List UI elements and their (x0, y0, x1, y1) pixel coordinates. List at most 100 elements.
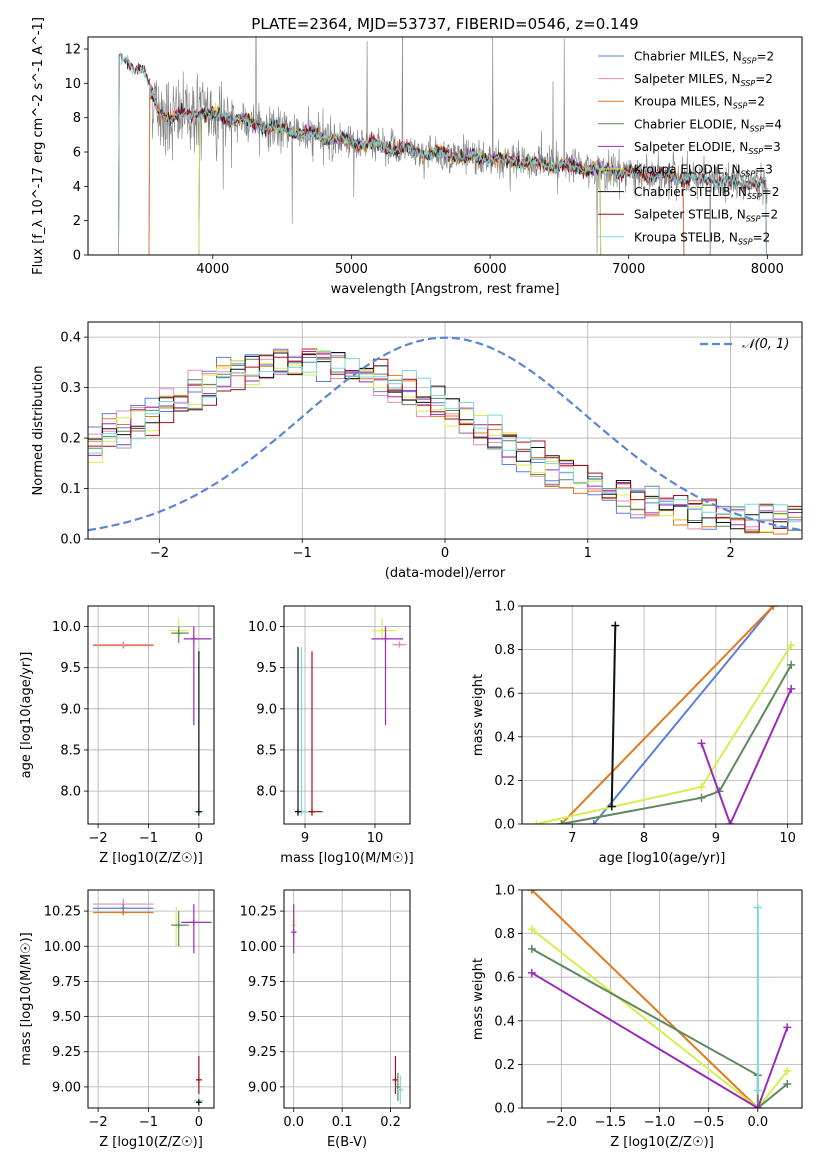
axes-frame (87, 321, 803, 540)
legend-label-value: =4 (764, 117, 782, 131)
x-tick-label: −1.0 (644, 1115, 676, 1130)
series-point-marker (527, 890, 536, 894)
series-line (561, 664, 793, 824)
x-tick-label: 9 (301, 831, 309, 846)
y-tick-label: 10.25 (240, 905, 277, 920)
x-tick-label: 0 (195, 1115, 203, 1130)
x-tick-label: −2 (150, 546, 169, 561)
series-point-marker (787, 641, 796, 650)
series-point-marker (753, 1086, 762, 1095)
y-tick-label: 9.75 (52, 975, 81, 990)
legend-label-value: =2 (756, 50, 774, 64)
y-tick-label: 0.2 (60, 432, 81, 447)
panel-2: −2 −1 0 1 2 0.0 0.1 0.2 0.3 0.4 (data-model)/error… (31, 321, 803, 581)
axes-frame (87, 36, 803, 256)
legend-label-value: =2 (760, 208, 778, 222)
y-tick-label: 9.50 (52, 1010, 81, 1025)
x-tick-label: 1 (584, 546, 592, 561)
series-point-marker (783, 1066, 792, 1075)
y-tick-label: 1.0 (494, 884, 515, 899)
axes-frame (283, 889, 411, 1109)
plot-area (88, 336, 802, 535)
series-point-marker (787, 684, 796, 693)
panel-8: −2.0 −1.5 −1.0 −0.5 0.0 0.0 0.2 0.4 0.6 0.8 1.0 Z [… (471, 884, 803, 1150)
legend-label-name: Salpeter STELIB, N (634, 208, 746, 222)
legend-label-name: Salpeter MILES, N (634, 72, 741, 86)
y-tick-label: 0.0 (60, 533, 81, 548)
y-tick-label: 10.0 (248, 620, 277, 635)
y-tick-label: 0.8 (494, 643, 515, 658)
y-tick-label: 9.0 (60, 702, 81, 717)
panel-7: 0.0 0.1 0.2 9.00 9.25 9.50 9.75 10.00 10.25 E(B-V… (240, 889, 411, 1150)
legend-label-value: =2 (753, 230, 771, 244)
y-tick-label: 8.0 (256, 785, 277, 800)
legend-label: Chabrier STELIB, NSSP=2 (634, 185, 779, 201)
y-tick-label: 8.5 (60, 743, 81, 758)
y-tick-label: 0.1 (60, 482, 81, 497)
legend-label-value: =3 (755, 163, 773, 177)
series-line (593, 606, 775, 824)
panel-4: 9 10 8.0 8.5 9.0 9.5 10.0 mass [log10(M/M☉)] (248, 605, 414, 866)
legend-subscript: SSP (741, 79, 756, 88)
x-axis-label: Z [log10(Z/Z☉)] (610, 1135, 714, 1150)
y-tick-label: 0.6 (494, 687, 515, 702)
y-tick-label: 0.2 (494, 1058, 515, 1073)
series-line (536, 644, 793, 824)
axes-frame (283, 605, 411, 825)
series-line (610, 625, 617, 807)
series-point-marker (783, 1080, 792, 1089)
y-tick-label: 0.4 (494, 1014, 515, 1029)
x-tick-label: 0 (195, 831, 203, 846)
y-tick-label: 12 (64, 43, 81, 58)
y-tick-label: 6 (73, 146, 81, 161)
x-tick-label: 6000 (474, 262, 507, 277)
series-point-marker (697, 793, 706, 802)
y-tick-label: 0.2 (494, 774, 515, 789)
legend-label: Kroupa STELIB, NSSP=2 (634, 230, 770, 246)
y-tick-label: 8 (73, 111, 81, 126)
data-point-marker (295, 808, 301, 815)
y-tick-label: 0.4 (494, 730, 515, 745)
x-tick-label: 9 (712, 831, 720, 846)
y-tick-label: 8.5 (256, 743, 277, 758)
series-point-marker (527, 968, 536, 977)
x-tick-label: −1 (139, 831, 158, 846)
legend-label-value: =2 (762, 185, 780, 199)
x-tick-label: −2 (88, 1115, 107, 1130)
legend-label-name: Chabrier STELIB, N (634, 185, 747, 199)
y-tick-label: 9.25 (248, 1045, 277, 1060)
y-axis-label: age [log10(age/yr)] (19, 652, 34, 779)
y-tick-label: 10.00 (44, 940, 81, 955)
x-axis-label: Z [log10(Z/Z☉)] (99, 851, 203, 866)
x-tick-label: −2.0 (546, 1115, 578, 1130)
legend-label: Salpeter ELODIE, NSSP=3 (634, 140, 781, 156)
legend-label: Salpeter STELIB, NSSP=2 (634, 208, 778, 224)
x-axis-label: mass [log10(M/M☉)] (280, 851, 413, 866)
data-point-marker (120, 641, 127, 648)
x-axis-label: E(B-V) (327, 1135, 367, 1150)
plot-area (295, 618, 407, 816)
y-tick-label: 9.25 (52, 1045, 81, 1060)
legend-label: Kroupa MILES, NSSP=2 (634, 95, 765, 111)
y-axis-label: Flux [f_λ 10^-17 erg cm^-2 s^-1 A^-1] (31, 17, 46, 275)
x-tick-label: 0 (441, 546, 449, 561)
plot-area (290, 904, 404, 1104)
legend-subscript: SSP (741, 170, 756, 179)
series-point-marker (527, 925, 536, 934)
axes-frame (521, 605, 803, 825)
model-spectrum-line (118, 51, 768, 255)
plot-area (527, 890, 792, 1108)
y-tick-label: 0.4 (60, 331, 81, 346)
y-tick-label: 0.8 (494, 927, 515, 942)
data-point-marker (290, 929, 297, 936)
legend-label: Chabrier MILES, NSSP=2 (634, 50, 774, 66)
series-point-marker (753, 1104, 762, 1108)
data-point-marker (190, 635, 197, 642)
axes-frame (87, 889, 215, 1109)
series-point-marker (607, 802, 616, 811)
x-tick-label: −1.5 (595, 1115, 627, 1130)
x-tick-label: 0.1 (332, 1115, 353, 1130)
legend-subscript: SSP (747, 192, 762, 201)
legend-label: Chabrier ELODIE, NSSP=4 (634, 117, 782, 133)
